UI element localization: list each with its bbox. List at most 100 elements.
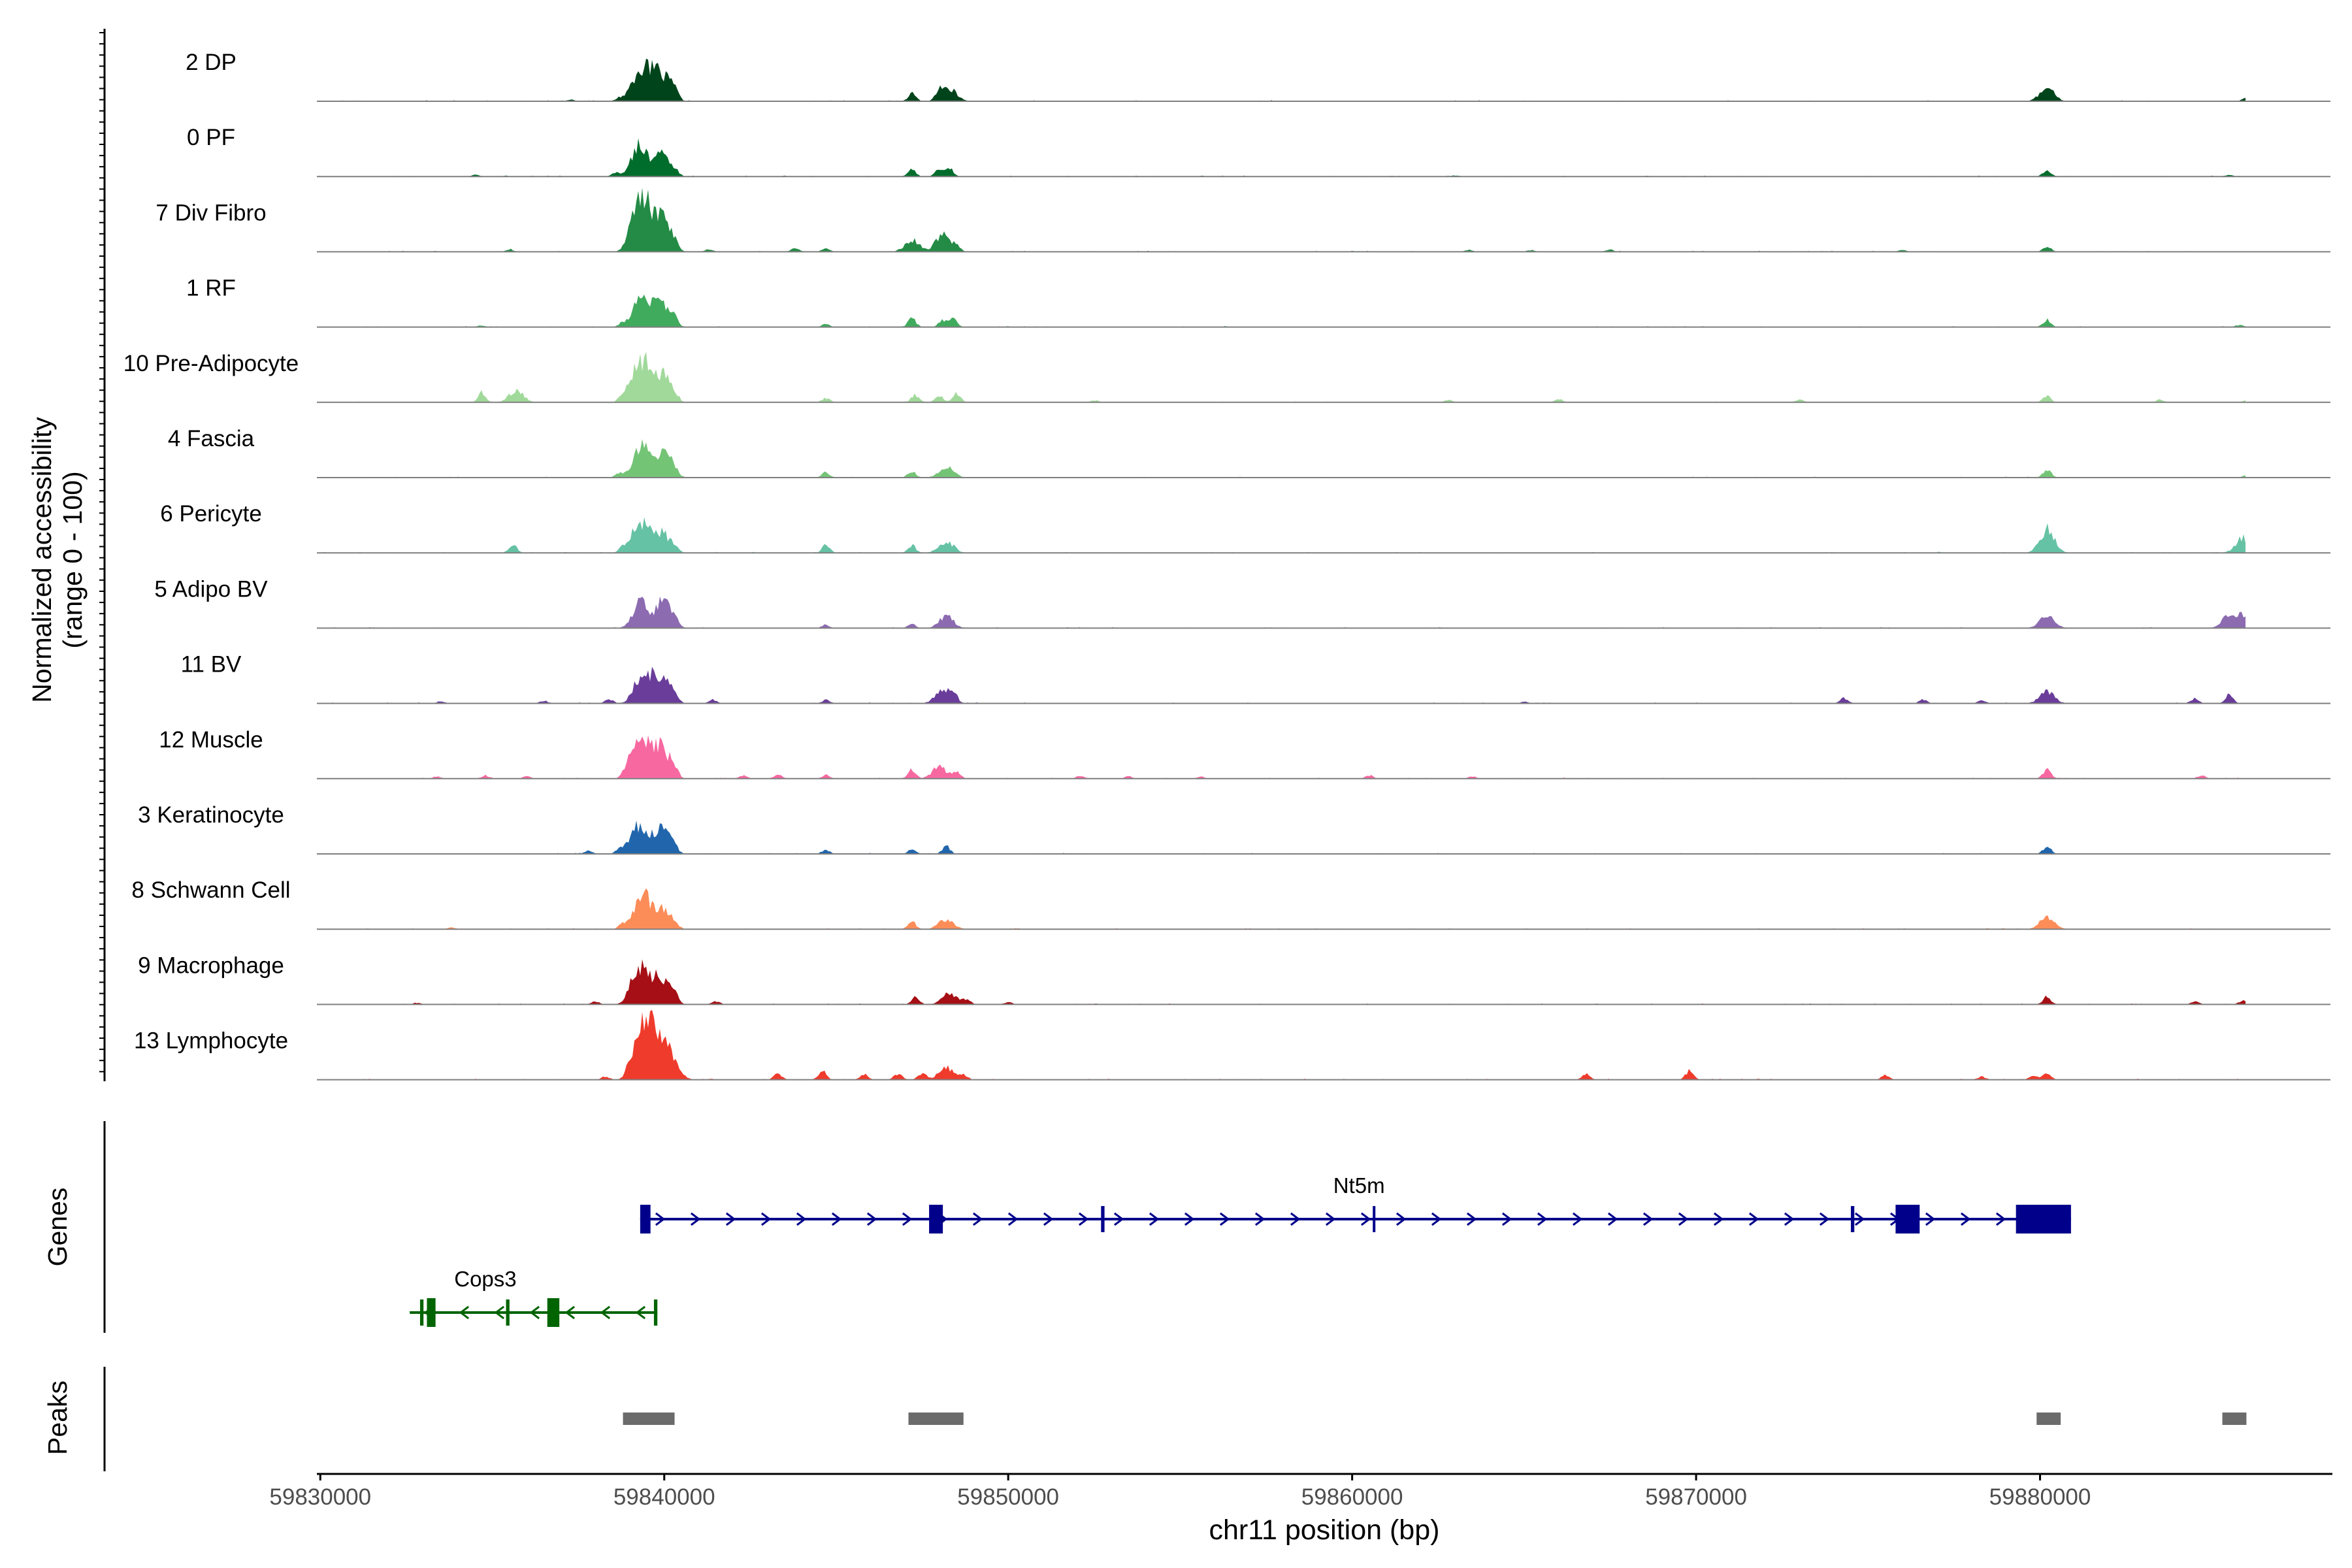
peaks-panel (103, 1367, 2247, 1471)
strand-arrow (1748, 1212, 1759, 1226)
coverage-area (317, 58, 2246, 101)
exon (427, 1298, 436, 1327)
strand-arrow (529, 1305, 540, 1320)
strand-arrow (1290, 1212, 1301, 1226)
track-label: 3 Keratinocyte (138, 802, 284, 828)
track-3: 1 RF (186, 276, 2330, 328)
strand-arrow (635, 1305, 646, 1320)
track-12: 9 Macrophage (138, 953, 2330, 1005)
track-label: 4 Fascia (168, 426, 255, 451)
x-tick-label: 59870000 (1645, 1484, 1747, 1510)
strand-arrow (1007, 1212, 1019, 1226)
track-7: 5 Adipo BV (154, 576, 2330, 629)
strand-arrow (1854, 1212, 1865, 1226)
exon (929, 1205, 943, 1233)
strand-arrow (1149, 1212, 1160, 1226)
strand-arrow (600, 1305, 611, 1320)
strand-arrow (1078, 1212, 1089, 1226)
track-label: 9 Macrophage (138, 953, 284, 978)
strand-arrow (1466, 1212, 1477, 1226)
strand-arrow (1960, 1212, 1971, 1226)
strand-arrow (1642, 1212, 1654, 1226)
track-2: 7 Div Fibro (155, 188, 2330, 253)
exon (1373, 1206, 1376, 1232)
strand-arrow (1819, 1212, 1830, 1226)
strand-arrow (459, 1305, 470, 1320)
strand-arrow (760, 1212, 772, 1226)
strand-arrow (1501, 1212, 1512, 1226)
track-4: 10 Pre-Adipocyte (123, 351, 2330, 403)
track-label: 7 Div Fibro (155, 200, 266, 225)
track-label: 2 DP (186, 50, 237, 75)
track-label: 6 Pericyte (160, 501, 262, 527)
track-13: 13 Lymphocyte (134, 1009, 2330, 1081)
strand-arrow (1113, 1212, 1124, 1226)
strand-arrow (1784, 1212, 1795, 1226)
genes-track-label: Genes (42, 1188, 73, 1267)
track-label: 0 PF (187, 125, 235, 150)
peaks-track-label: Peaks (42, 1380, 73, 1455)
exon (1895, 1205, 1920, 1233)
x-axis: 59830000 59840000 59850000 59860000 59870000… (269, 1473, 2332, 1510)
peak-region (623, 1413, 675, 1425)
track-6: 6 Pericyte (160, 501, 2330, 554)
track-5: 4 Fascia (168, 426, 2330, 478)
gene-name: Nt5m (1333, 1173, 1385, 1198)
genes-panel: Nt5m Cops3 (103, 1121, 2071, 1333)
exon (640, 1205, 651, 1233)
coverage-area (317, 596, 2246, 629)
track-0: 2 DP (186, 50, 2330, 102)
exon (1850, 1206, 1855, 1232)
strand-arrow (1043, 1212, 1054, 1226)
strand-arrow (1995, 1212, 2006, 1226)
coverage-area (317, 138, 2246, 177)
track-label: 10 Pre-Adipocyte (123, 351, 299, 376)
strand-arrow (725, 1212, 736, 1226)
strand-arrow (1537, 1212, 1548, 1226)
strand-arrow (1431, 1212, 1442, 1226)
coverage-area (317, 517, 2246, 553)
x-tick-label: 59860000 (1301, 1484, 1403, 1510)
strand-arrow (1572, 1212, 1583, 1226)
strand-arrow (655, 1212, 666, 1226)
exon (506, 1299, 510, 1326)
coverage-area (317, 351, 2246, 402)
coverage-area (317, 294, 2246, 327)
y-axis-title-line2: (range 0 - 100) (57, 471, 88, 648)
strand-arrow (1607, 1212, 1618, 1226)
exon (2016, 1205, 2071, 1233)
y-axis (99, 29, 106, 1081)
coverage-area (317, 735, 2246, 779)
strand-arrow (494, 1305, 505, 1320)
x-tick-label: 59880000 (1989, 1484, 2091, 1510)
gene-name: Cops3 (454, 1267, 516, 1291)
gene-cops3: Cops3 (410, 1267, 658, 1327)
strand-arrow (1325, 1212, 1336, 1226)
exon (419, 1299, 424, 1326)
x-tick-label: 59850000 (957, 1484, 1059, 1510)
peak-region (2036, 1413, 2061, 1425)
strand-arrow (831, 1212, 842, 1226)
track-label: 8 Schwann Cell (131, 877, 290, 903)
track-label: 1 RF (186, 276, 236, 301)
coverage-area (317, 888, 2246, 930)
strand-arrow (902, 1212, 913, 1226)
exon (547, 1298, 560, 1327)
strand-arrow (972, 1212, 983, 1226)
exon (1101, 1206, 1105, 1232)
y-axis-title-line1: Normalized accessibility (27, 417, 57, 703)
strand-arrow (1678, 1212, 1689, 1226)
x-axis-title: chr11 position (bp) (1209, 1514, 1440, 1546)
coverage-area (317, 439, 2246, 478)
strand-arrow (1925, 1212, 1936, 1226)
strand-arrow (1254, 1212, 1266, 1226)
track-label: 11 BV (181, 652, 242, 678)
coverage-area (317, 666, 2246, 704)
track-label: 12 Muscle (159, 727, 263, 753)
coverage-area (317, 188, 2246, 252)
strand-arrow (1396, 1212, 1407, 1226)
x-tick-label: 59830000 (269, 1484, 371, 1510)
coverage-tracks: 2 DP 0 PF 7 Div Fibro 1 RF 10 Pre-Adipocyte 4… (123, 50, 2330, 1081)
track-8: 11 BV (181, 652, 2330, 704)
strand-arrow (1219, 1212, 1230, 1226)
